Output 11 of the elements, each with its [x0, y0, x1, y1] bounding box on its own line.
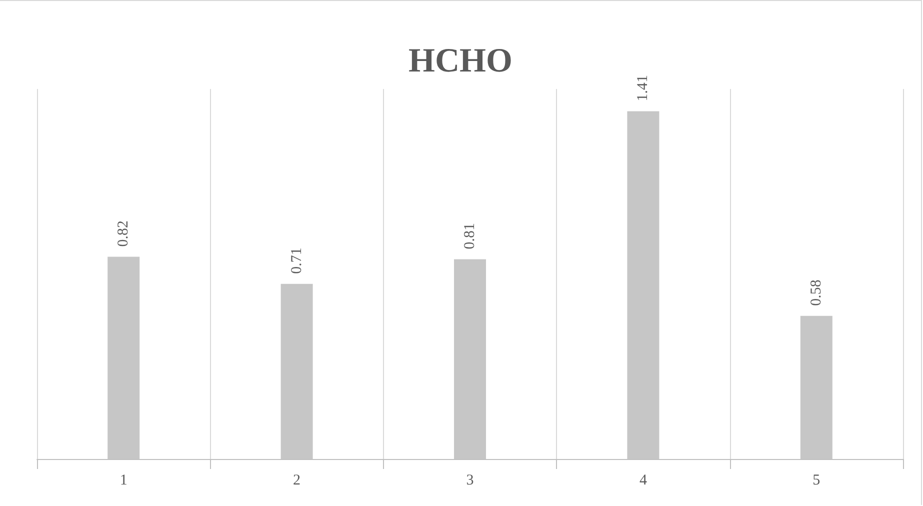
- x-tick-label: 1: [120, 472, 128, 488]
- data-label: 0.58: [808, 280, 824, 306]
- data-label: 1.41: [635, 74, 652, 102]
- chart-title: HCHO: [408, 42, 512, 80]
- x-tick-label: 4: [639, 472, 648, 488]
- data-label: 0.82: [116, 220, 132, 247]
- x-tick-label: 2: [293, 472, 301, 488]
- x-tick-label: 5: [812, 472, 820, 488]
- data-label: 0.71: [288, 248, 305, 274]
- x-tick-label: 3: [466, 472, 474, 488]
- data-label: 0.81: [462, 222, 478, 250]
